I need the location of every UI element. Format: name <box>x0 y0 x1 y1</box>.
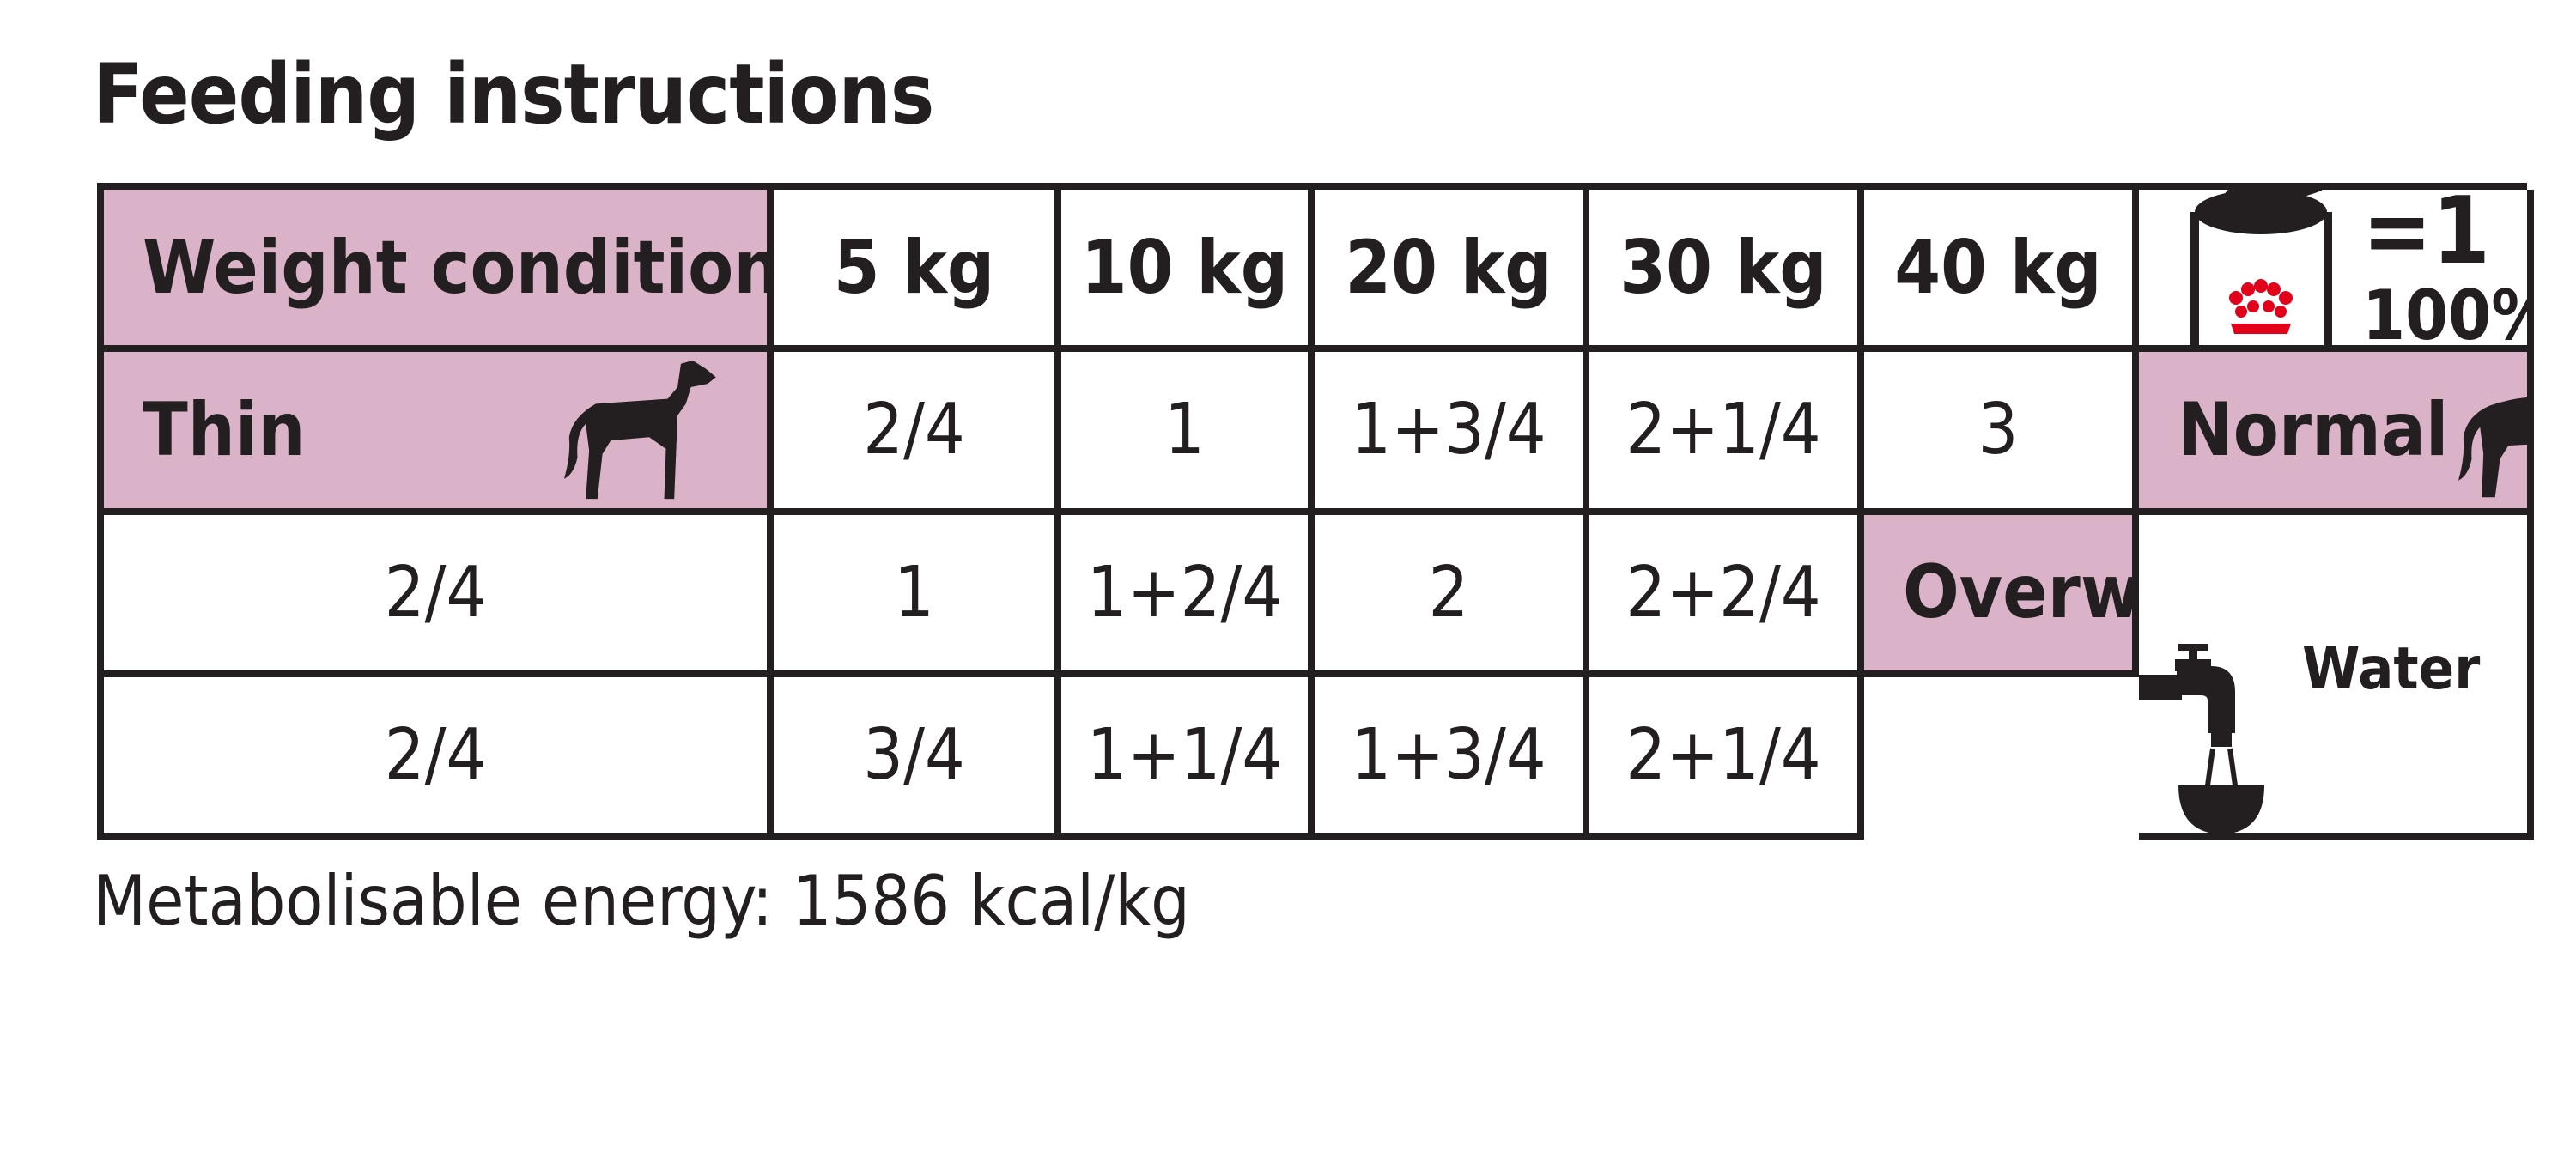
value-cell: 1+3/4 <box>1315 352 1589 515</box>
water-tap-icon <box>2139 643 2264 834</box>
value-cell: 3/4 <box>774 676 1061 840</box>
value-cell: 2/4 <box>104 676 774 840</box>
row-label-text: Thin <box>143 386 306 473</box>
row-label-text: Overweight <box>1903 549 2139 636</box>
weight-header-20kg: 20 kg <box>1315 190 1589 353</box>
can-legend: =1 100% <box>2139 190 2534 353</box>
value-cell: 1+3/4 <box>1315 676 1589 840</box>
row-label-overweight: Overweight <box>1864 514 2139 677</box>
value-cell: 2/4 <box>104 514 774 677</box>
value-cell: 2/4 <box>774 352 1061 515</box>
can-equals-label: =1 <box>2362 190 2491 285</box>
metabolisable-energy-note: Metabolisable energy: 1586 kcal/kg <box>93 861 1190 941</box>
normal-dog-icon <box>2458 397 2527 498</box>
row-label-thin: Thin <box>104 352 774 515</box>
feeding-table: Weight condition 5 kg 10 kg 20 kg 30 kg … <box>97 183 2534 840</box>
value-cell: 2+1/4 <box>1589 676 1864 840</box>
row-label-normal: Normal <box>2139 352 2534 515</box>
weight-header-30kg: 30 kg <box>1589 190 1864 353</box>
value-cell: 2+2/4 <box>1589 514 1864 677</box>
water-label: Water <box>2302 634 2481 703</box>
can-percent-label: 100% <box>2362 275 2527 353</box>
weight-header-10kg: 10 kg <box>1061 190 1315 353</box>
value-cell: 1 <box>774 514 1061 677</box>
water-legend: Water <box>2139 514 2534 840</box>
value-cell: 2 <box>1315 514 1589 677</box>
row-label-text: Normal <box>2178 386 2449 473</box>
thin-dog-icon <box>563 360 716 500</box>
value-cell: 3 <box>1864 352 2139 515</box>
weight-header-40kg: 40 kg <box>1864 190 2139 353</box>
value-cell: 1+1/4 <box>1061 676 1315 840</box>
can-icon <box>2190 190 2332 346</box>
page-title: Feeding instructions <box>93 46 934 142</box>
value-cell: 1+2/4 <box>1061 514 1315 677</box>
weight-header-5kg: 5 kg <box>774 190 1061 353</box>
value-cell: 2+1/4 <box>1589 352 1864 515</box>
weight-condition-header: Weight condition <box>104 190 774 353</box>
value-cell: 1 <box>1061 352 1315 515</box>
